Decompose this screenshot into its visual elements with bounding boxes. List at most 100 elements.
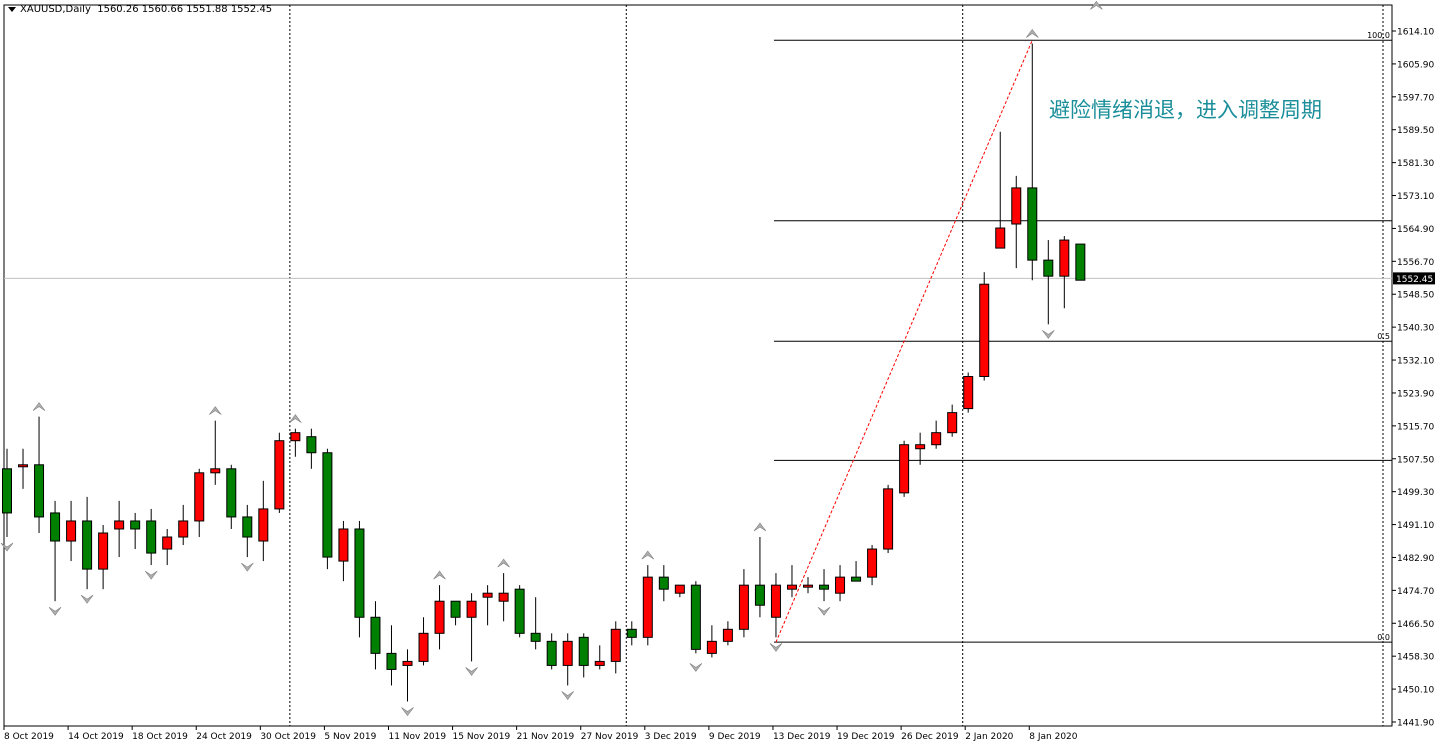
fractal-down-arrow [401, 707, 414, 717]
candle-body [1059, 239, 1070, 277]
candle-body [899, 444, 910, 494]
fractal-down-arrow [769, 643, 783, 652]
candle-body [947, 412, 958, 434]
x-tick-label: 11 Nov 2019 [388, 732, 446, 742]
candle [690, 581, 701, 654]
y-tick-label: 1466.50 [1397, 620, 1434, 630]
candle-body [883, 488, 894, 550]
symbol-label: XAUUSD,Daily [20, 4, 91, 15]
candle-body [803, 584, 813, 588]
candle-body [1027, 187, 1038, 261]
candle [66, 500, 77, 562]
candle [82, 496, 93, 590]
fractal-down-arrow [241, 562, 254, 572]
x-tick-label: 14 Oct 2019 [68, 732, 124, 742]
x-tick-label: 8 Jan 2020 [1029, 732, 1077, 742]
candle-body [178, 520, 189, 538]
candle [915, 432, 926, 465]
fractal-up-arrow [641, 550, 655, 560]
y-tick-label: 1605.90 [1397, 60, 1434, 70]
x-tick-label: 26 Dec 2019 [901, 732, 959, 742]
fractal-down-arrow [144, 570, 158, 580]
candle [242, 504, 253, 558]
x-tick-label: 5 Nov 2019 [324, 732, 376, 742]
candle [482, 585, 493, 626]
candle-body [1011, 187, 1022, 225]
candle [610, 621, 621, 674]
fractal-down-arrow [80, 594, 94, 604]
candle-body [162, 536, 173, 550]
candle [306, 428, 317, 469]
candle-body [418, 632, 429, 662]
candle [354, 520, 365, 638]
fractal-down-arrow [465, 667, 478, 676]
candle-body [50, 512, 61, 542]
candle [98, 524, 109, 590]
candle-body [482, 592, 493, 598]
x-axis: 8 Oct 2019 14 Oct 2019 18 Oct 2019 24 Oct 2… [3, 726, 1078, 742]
candle-body [450, 600, 461, 618]
candle [594, 645, 605, 670]
x-tick-label: 18 Oct 2019 [132, 732, 188, 742]
candle-body [658, 576, 669, 590]
candle-body [674, 584, 685, 594]
candle [226, 464, 237, 529]
y-tick-label: 1556.70 [1397, 258, 1434, 268]
candle [658, 565, 669, 602]
candle [1011, 175, 1022, 269]
candle-body [258, 508, 269, 542]
x-tick-label: 27 Nov 2019 [581, 732, 639, 742]
candle [722, 621, 733, 646]
y-tick-label: 1482.90 [1397, 554, 1434, 564]
candle-body [514, 588, 525, 634]
candle-body [370, 616, 381, 654]
fibonacci-retracement: 100.0 0.5 0.0 [773, 31, 1392, 643]
candle-body [306, 436, 317, 454]
candle [2, 448, 12, 538]
fractal-down-arrow [561, 691, 574, 700]
candle-body [851, 576, 862, 582]
candle [883, 484, 894, 554]
candle [18, 448, 29, 489]
candle-body [386, 652, 397, 670]
y-tick-label: 1589.50 [1397, 126, 1434, 136]
candle-body [995, 227, 1006, 249]
candle [995, 131, 1006, 249]
y-tick-label: 1474.70 [1397, 587, 1434, 597]
fibo-trend-line [775, 40, 1033, 643]
fractal-up-arrow [753, 522, 767, 532]
candle [706, 625, 717, 658]
candle-body [434, 600, 445, 634]
candle-body [354, 528, 365, 618]
fractal-up-arrow [497, 558, 510, 568]
header-dropdown-icon[interactable] [8, 6, 16, 12]
candle [674, 584, 685, 598]
candle [418, 617, 429, 666]
candle [1027, 43, 1038, 281]
candle-body [18, 464, 29, 468]
candle [979, 272, 990, 381]
fractal-up-arrow [433, 570, 446, 580]
candle-body [466, 600, 477, 618]
annotation-text[interactable]: 避险情绪消退，进入调整周期 [1049, 98, 1322, 122]
candle-body [770, 584, 781, 618]
candle-body [690, 584, 701, 650]
candle [835, 565, 846, 602]
candle-body [786, 584, 797, 590]
candle [819, 569, 830, 602]
fractals [0, 0, 1103, 717]
x-tick-label: 24 Oct 2019 [196, 732, 252, 742]
candle [947, 404, 958, 437]
candle-body [2, 468, 12, 514]
candle-body [34, 464, 45, 518]
candle [931, 420, 942, 449]
candle [626, 621, 637, 646]
candle [867, 545, 878, 586]
candle [370, 601, 381, 670]
y-tick-label: 1515.70 [1397, 422, 1434, 432]
candle [786, 565, 797, 598]
candle [530, 597, 541, 650]
candle-body [290, 432, 301, 442]
